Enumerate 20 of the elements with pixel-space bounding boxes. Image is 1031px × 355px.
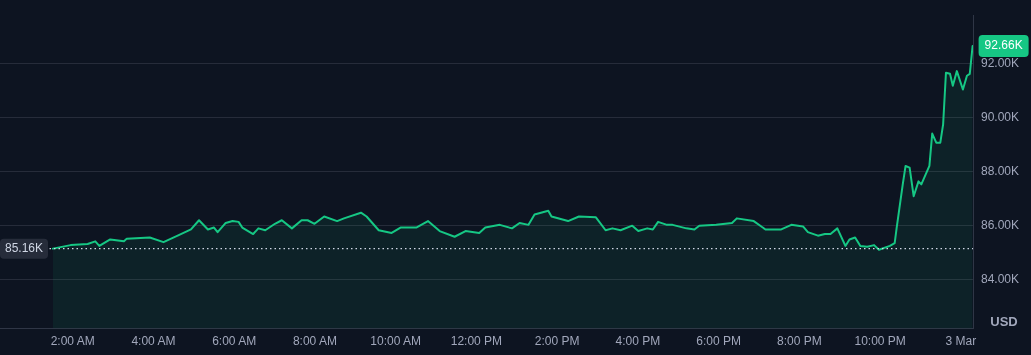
y-axis-title: USD <box>990 314 1018 330</box>
y-tick-label: 92.00K <box>981 56 1020 71</box>
y-tick-label: 84.00K <box>981 272 1020 287</box>
x-tick-label: 10:00 PM <box>854 334 906 349</box>
ref-line-label: 85.16K <box>5 240 44 255</box>
x-tick-label: 8:00 PM <box>777 334 822 349</box>
x-tick-label: 3 Mar <box>945 334 977 349</box>
x-tick-label: 4:00 PM <box>615 334 661 349</box>
annotation: 92.66K <box>984 38 1023 53</box>
y-tick-label: 90.00K <box>981 110 1020 125</box>
x-tick-label: 2:00 AM <box>50 334 95 349</box>
x-tick-label: 8:00 AM <box>292 334 337 349</box>
y-tick-label: 88.00K <box>981 164 1020 179</box>
x-tick-label: 6:00 PM <box>696 334 741 349</box>
y-tick-label: 86.00K <box>981 218 1020 233</box>
x-tick-label: 6:00 AM <box>212 334 257 349</box>
x-tick-label: 12:00 PM <box>450 334 503 349</box>
x-tick-label: 2:00 PM <box>534 334 580 349</box>
x-tick-label: 10:00 AM <box>370 334 422 349</box>
x-tick-label: 4:00 AM <box>131 334 176 349</box>
